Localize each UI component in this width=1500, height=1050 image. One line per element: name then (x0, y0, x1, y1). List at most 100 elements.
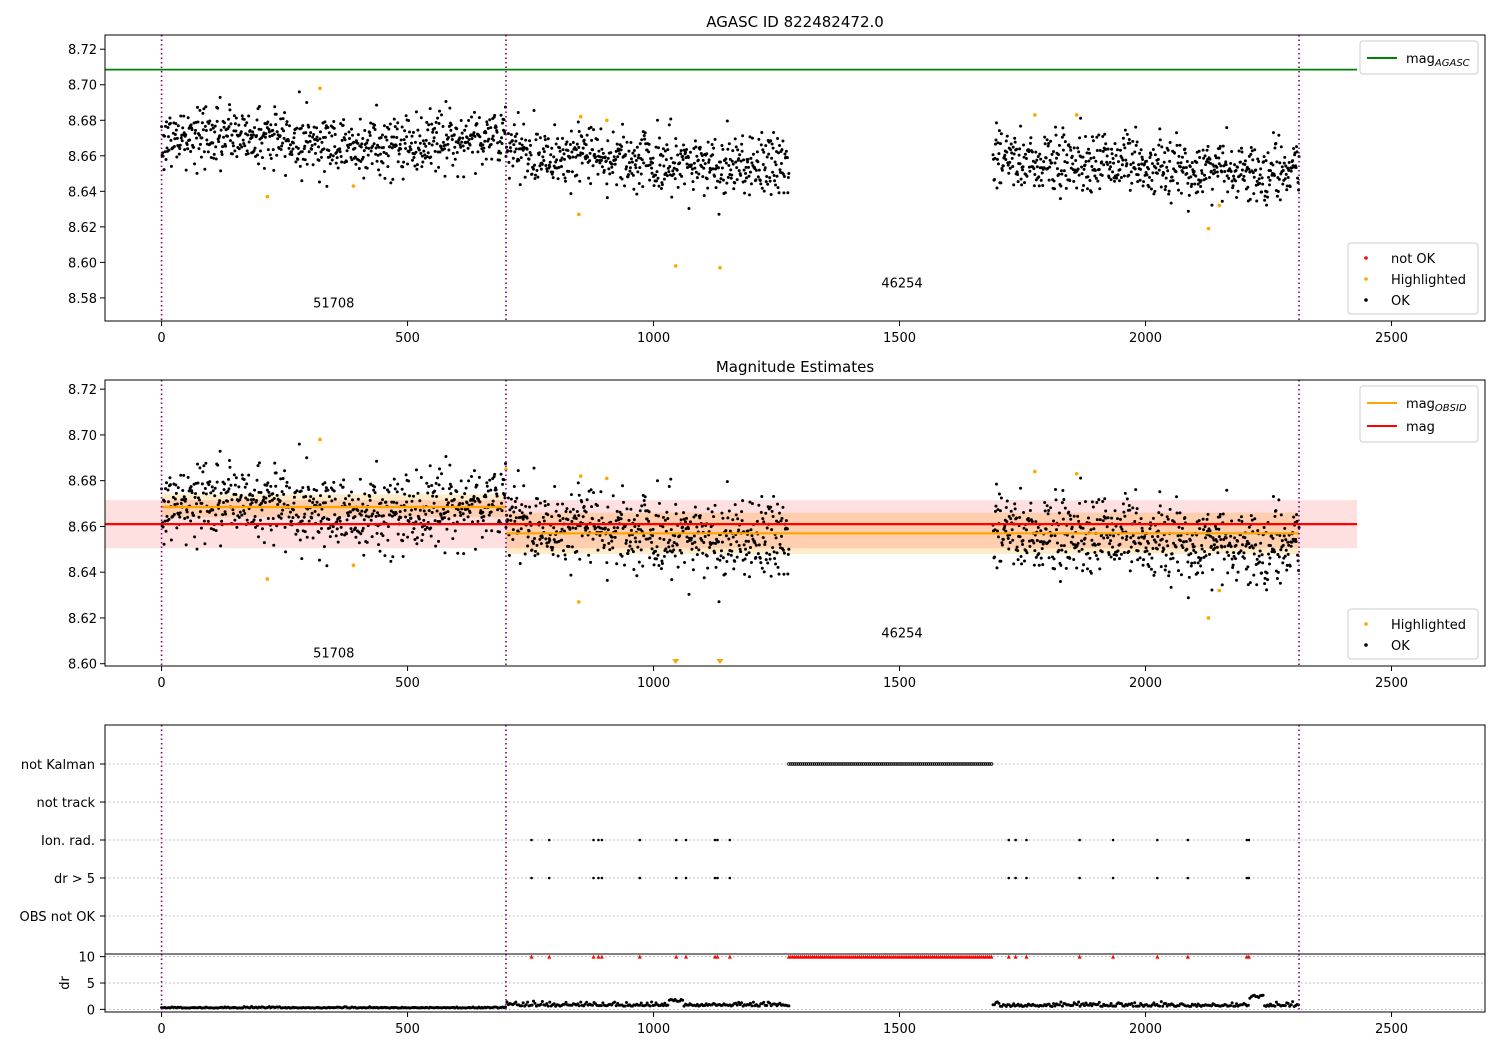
dr-point (591, 1003, 595, 1007)
magnitude-ok-point (496, 508, 500, 512)
magnitude-ok-point (703, 535, 707, 539)
magnitude-ok-point (641, 564, 645, 568)
magnitude-ok-point (691, 568, 695, 572)
magnitude-ok-point (428, 464, 432, 468)
agasc-ok-point (1217, 162, 1221, 166)
agasc-ok-point (1113, 142, 1117, 146)
magnitude-ok-point (444, 498, 448, 502)
magnitude-ok-point (176, 486, 180, 490)
agasc-ok-point (685, 162, 689, 166)
magnitude-ok-point (679, 518, 683, 522)
magnitude-ok-point (182, 495, 186, 499)
magnitude-ok-point (631, 550, 635, 554)
dr-point (521, 1001, 525, 1005)
agasc-ok-point (444, 133, 448, 137)
agasc-ok-point (735, 166, 739, 170)
agasc-ok-point (420, 154, 424, 158)
agasc-ok-point (218, 95, 222, 99)
magnitude-ok-point (535, 497, 539, 501)
agasc-ok-point (1089, 156, 1093, 160)
magnitude-ok-point (763, 540, 767, 544)
magnitude-ok-point (1147, 552, 1151, 556)
agasc-ok-point (580, 135, 584, 139)
magnitude-ok-point (658, 536, 662, 540)
agasc-ok-point (667, 170, 671, 174)
magnitude-ok-point (1229, 545, 1233, 549)
agasc-ok-point (413, 164, 417, 168)
magnitude-ok-point (1261, 561, 1265, 565)
not-kalman-marker (875, 762, 880, 766)
magnitude-ok-point (495, 494, 499, 498)
magnitude-ok-point (777, 572, 781, 576)
magnitude-ytick-label: 8.64 (68, 566, 97, 581)
agasc-ok-point (1130, 152, 1134, 156)
agasc-ok-point (1082, 167, 1086, 171)
agasc-ok-point (539, 167, 543, 171)
magnitude-ok-point (184, 543, 188, 547)
magnitude-ok-point (1090, 500, 1094, 504)
agasc-ok-point (519, 156, 523, 160)
agasc-ok-point (717, 212, 721, 216)
agasc-ok-point (991, 153, 995, 157)
magnitude-ok-point (381, 534, 385, 538)
agasc-ok-point (773, 160, 777, 164)
magnitude-ok-point (433, 489, 437, 493)
agasc-ok-point (245, 121, 249, 125)
magnitude-ok-point (1233, 536, 1237, 540)
agasc-ok-point (1288, 185, 1292, 189)
agasc-ok-point (1166, 169, 1170, 173)
agasc-ok-point (777, 151, 781, 155)
magnitude-ok-point (420, 525, 424, 529)
magnitude-ok-point (342, 501, 346, 505)
magnitude-ok-point (227, 459, 231, 463)
magnitude-ok-point (1279, 548, 1283, 552)
magnitude-ok-point (1155, 547, 1159, 551)
agasc-ok-point (1162, 160, 1166, 164)
dr-point (1235, 1002, 1239, 1006)
agasc-ok-point (769, 139, 773, 143)
agasc-ok-point (323, 135, 327, 139)
magnitude-ok-point (1089, 528, 1093, 532)
agasc-ok-point (195, 136, 199, 140)
agasc-ok-point (1135, 140, 1139, 144)
magnitude-ok-point (318, 503, 322, 507)
not-kalman-marker (808, 762, 813, 766)
agasc-ok-point (661, 147, 665, 151)
agasc-ok-point (1088, 179, 1092, 183)
agasc-ok-point (772, 174, 776, 178)
agasc-ok-point (1177, 154, 1181, 158)
agasc-ok-point (1112, 161, 1116, 165)
dr-ytick-label: 10 (78, 951, 95, 966)
agasc-ok-point (541, 155, 545, 159)
dr-point (577, 1004, 581, 1008)
magnitude-ok-point (335, 527, 339, 531)
agasc-ok-point (323, 120, 327, 124)
agasc-ok-point (695, 176, 699, 180)
agasc-ok-point (507, 160, 511, 164)
not-kalman-marker (848, 762, 852, 766)
agasc-ok-point (414, 110, 418, 114)
agasc-ok-point (226, 134, 230, 138)
magnitude-ok-point (296, 529, 300, 533)
magnitude-ok-point (542, 519, 546, 523)
magnitude-ok-point (740, 519, 744, 523)
agasc-ok-point (500, 136, 504, 140)
agasc-ok-point (1063, 140, 1067, 144)
agasc-ok-point (695, 154, 699, 158)
dr-point (601, 1001, 605, 1005)
agasc-ok-point (597, 149, 601, 153)
magnitude-ok-point (273, 461, 277, 465)
magnitude-ok-point (192, 514, 196, 518)
agasc-ok-point (217, 140, 221, 144)
agasc-ok-point (769, 193, 773, 197)
agasc-ok-point (319, 155, 323, 159)
agasc-ok-point (339, 122, 343, 126)
agasc-ok-point (749, 156, 753, 160)
agasc-ok-point (496, 141, 500, 145)
magnitude-ok-point (319, 519, 323, 523)
magnitude-ok-point (1295, 519, 1299, 523)
agasc-ok-point (472, 110, 476, 114)
agasc-ok-point (1097, 168, 1101, 172)
agasc-ok-point (330, 134, 334, 138)
magnitude-ok-point (1112, 534, 1116, 538)
